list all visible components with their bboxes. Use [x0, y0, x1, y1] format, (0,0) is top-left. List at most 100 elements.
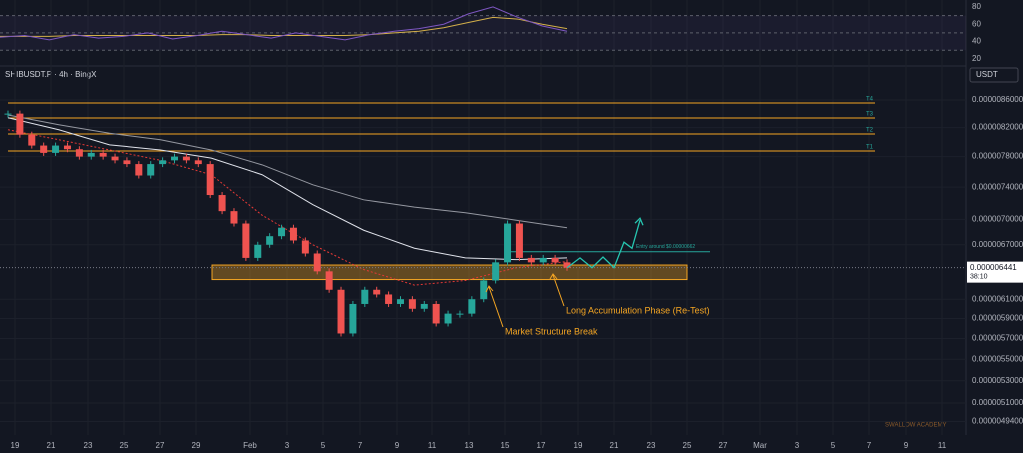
currency-box[interactable] — [969, 67, 1019, 83]
rsi-tick-label: 60 — [972, 19, 981, 28]
x-tick-label: 15 — [501, 441, 510, 450]
candle — [373, 289, 381, 295]
candle — [515, 223, 523, 258]
x-tick-label: 7 — [358, 441, 363, 450]
candle — [468, 299, 476, 314]
y-tick-label: 0.0000049400 — [972, 417, 1023, 426]
countdown: 38:10 — [970, 273, 988, 280]
candle — [325, 271, 333, 290]
y-tick-label: 0.0000070000 — [972, 214, 1023, 223]
x-tick-label: 3 — [285, 441, 290, 450]
y-tick-label: 0.0000051000 — [972, 398, 1023, 407]
candle — [75, 149, 83, 157]
x-tick-label: Mar — [753, 441, 767, 450]
y-tick-label: 0.0000061000 — [972, 294, 1023, 303]
candle — [444, 313, 452, 324]
candle — [230, 211, 238, 224]
y-tick-label: 0.0000082000 — [972, 123, 1023, 132]
candle — [385, 294, 393, 304]
x-tick-label: 7 — [867, 441, 872, 450]
candle — [551, 257, 559, 263]
candle — [492, 262, 500, 281]
projection-arrowhead — [634, 217, 644, 226]
x-tick-label: 27 — [156, 441, 165, 450]
x-tick-label: 5 — [831, 441, 836, 450]
y-tick-label: 0.0000074000 — [972, 182, 1023, 191]
rsi-tick-label: 40 — [972, 37, 981, 46]
annotation-arrow — [485, 285, 504, 328]
x-tick-label: 21 — [610, 441, 619, 450]
y-tick-label: 0.0000053000 — [972, 376, 1023, 385]
x-tick-label: Feb — [243, 441, 257, 450]
watermark: SWALLOW ACADEMY — [885, 423, 946, 429]
x-tick-label: 19 — [574, 441, 583, 450]
candle — [218, 195, 226, 212]
x-tick-label: 25 — [683, 441, 692, 450]
annotation: Long Accumulation Phase (Re-Test) — [566, 305, 710, 315]
ema — [7, 129, 568, 286]
y-tick-label: 0.0000067000 — [972, 240, 1023, 249]
candle — [504, 223, 512, 263]
candle — [206, 164, 214, 196]
candle — [147, 164, 155, 176]
x-tick-label: 25 — [120, 441, 129, 450]
ma-slow — [7, 114, 568, 229]
currency-label[interactable]: USDT — [976, 70, 998, 79]
candle — [408, 299, 416, 309]
candle — [337, 289, 345, 334]
candle — [194, 160, 202, 165]
candle — [16, 113, 24, 135]
candle — [420, 303, 428, 309]
rsi-tick-label: 80 — [972, 2, 981, 11]
x-tick-label: 9 — [395, 441, 400, 450]
candle — [111, 156, 119, 161]
candle — [4, 113, 12, 115]
x-tick-label: 11 — [938, 441, 947, 450]
target-label: T3 — [866, 112, 874, 118]
candle — [242, 223, 250, 258]
candle — [396, 299, 404, 304]
candle — [182, 156, 190, 161]
candle — [539, 257, 547, 263]
candle — [52, 145, 60, 153]
x-tick-label: 27 — [719, 441, 728, 450]
candle — [301, 240, 309, 254]
candle — [159, 160, 167, 165]
candle — [456, 313, 464, 315]
x-tick-label: 5 — [321, 441, 326, 450]
entry-label: Entry around $0.00000662 — [636, 244, 695, 250]
x-tick-label: 23 — [647, 441, 656, 450]
x-tick-label: 29 — [192, 441, 201, 450]
candle — [289, 227, 297, 241]
candle — [63, 145, 71, 150]
candle — [123, 160, 131, 165]
ma-fast — [7, 117, 568, 261]
x-tick-label: 23 — [84, 441, 93, 450]
candle — [135, 164, 143, 176]
candle — [361, 289, 369, 304]
x-tick-label: 11 — [428, 441, 437, 450]
y-tick-label: 0.0000078000 — [972, 152, 1023, 161]
candle — [480, 280, 488, 300]
target-label: T1 — [866, 145, 874, 151]
x-tick-label: 9 — [904, 441, 909, 450]
candle — [349, 303, 357, 334]
rsi-tick-label: 20 — [972, 54, 981, 63]
candle — [432, 303, 440, 324]
y-tick-label: 0.0000086000 — [972, 95, 1023, 104]
candle — [527, 257, 535, 263]
x-tick-label: 13 — [465, 441, 474, 450]
x-tick-label: 3 — [795, 441, 800, 450]
candle — [278, 227, 286, 237]
projection — [566, 220, 641, 269]
target-label: T4 — [866, 97, 874, 103]
x-tick-label: 17 — [537, 441, 546, 450]
candle — [28, 134, 36, 146]
x-tick-label: 21 — [47, 441, 56, 450]
candle — [563, 262, 571, 268]
candle — [40, 145, 48, 153]
rsi-line — [0, 6, 568, 41]
candle — [313, 253, 321, 272]
